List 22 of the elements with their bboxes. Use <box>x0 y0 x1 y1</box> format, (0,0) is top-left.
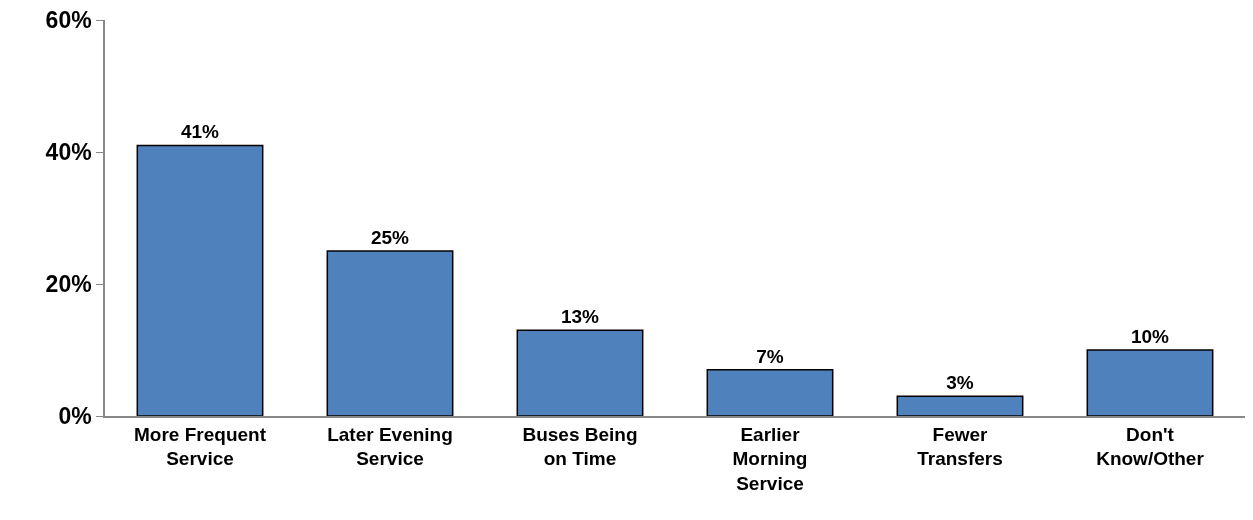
x-tick-label: Don't Know/Other <box>1096 423 1205 470</box>
bar <box>516 329 644 416</box>
x-tick-label: Fewer Transfers <box>917 423 1003 470</box>
y-tick-label: 0% <box>58 403 92 430</box>
y-tick-label: 20% <box>45 271 92 298</box>
data-label: 10% <box>1130 326 1170 347</box>
x-tick-label: More Frequent Service <box>134 423 267 470</box>
data-label: 41% <box>180 121 220 143</box>
data-label: 3% <box>946 372 974 394</box>
y-tick-label: 40% <box>45 139 92 166</box>
y-tick-label: 60% <box>45 7 92 34</box>
bar <box>136 144 264 416</box>
x-tick-label: Later Evening Service <box>327 423 453 470</box>
bar <box>706 369 834 416</box>
data-label: 13% <box>560 306 600 328</box>
bar <box>896 395 1024 416</box>
x-tick-label: Buses Being on Time <box>522 423 638 470</box>
data-label: 7% <box>756 345 784 367</box>
x-tick-label: Earlier Morning Service <box>732 423 808 494</box>
bar <box>1086 349 1214 416</box>
bar <box>326 250 454 416</box>
data-label: 25% <box>370 227 410 248</box>
